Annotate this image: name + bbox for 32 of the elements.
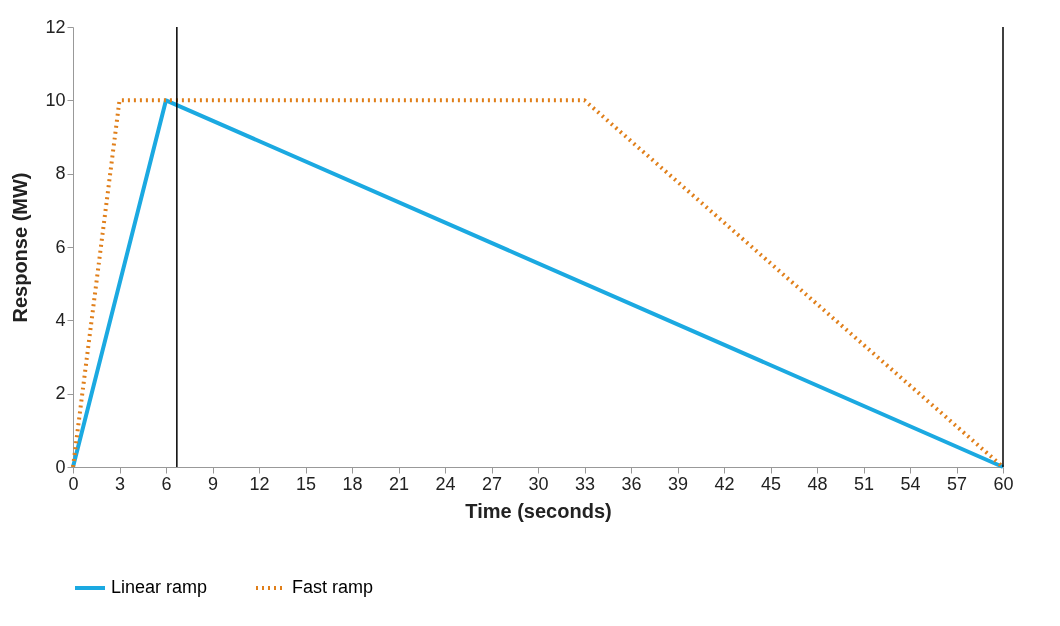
x-tick-label: 42 [714, 473, 735, 494]
x-tick-label: 30 [528, 473, 549, 494]
x-tick-label: 36 [621, 473, 642, 494]
x-tick-label: 54 [900, 473, 921, 494]
x-tick-label: 3 [114, 473, 126, 494]
y-tick-label: 6 [55, 236, 66, 257]
y-tick-label: 8 [55, 163, 66, 184]
x-tick-label: 45 [760, 473, 782, 494]
y-axis-title: Response (MW) [9, 172, 32, 323]
x-tick-label: 48 [807, 473, 828, 494]
y-tick-label: 2 [55, 383, 66, 404]
x-tick-label: 60 [993, 473, 1014, 494]
y-tick-label: 4 [55, 309, 66, 330]
x-tick-label: 27 [481, 473, 503, 494]
legend-label: Fast ramp [292, 577, 374, 597]
x-tick-label: 51 [853, 473, 875, 494]
x-tick-label: 21 [388, 473, 410, 494]
y-tick-label: 10 [45, 89, 66, 110]
y-tick-label: 12 [45, 16, 66, 37]
x-tick-label: 9 [207, 473, 219, 494]
x-tick-label: 6 [161, 473, 172, 494]
x-tick-label: 15 [295, 473, 317, 494]
x-tick-label: 39 [667, 473, 689, 494]
y-tick-label: 0 [55, 456, 66, 477]
legend-label: Linear ramp [111, 577, 208, 597]
x-tick-label: 12 [249, 473, 270, 494]
x-tick-label: 18 [342, 473, 363, 494]
x-tick-label: 0 [68, 473, 79, 494]
x-axis-title: Time (seconds) [465, 499, 612, 522]
x-tick-label: 33 [574, 473, 596, 494]
x-tick-label: 57 [946, 473, 968, 494]
x-tick-label: 24 [435, 473, 456, 494]
